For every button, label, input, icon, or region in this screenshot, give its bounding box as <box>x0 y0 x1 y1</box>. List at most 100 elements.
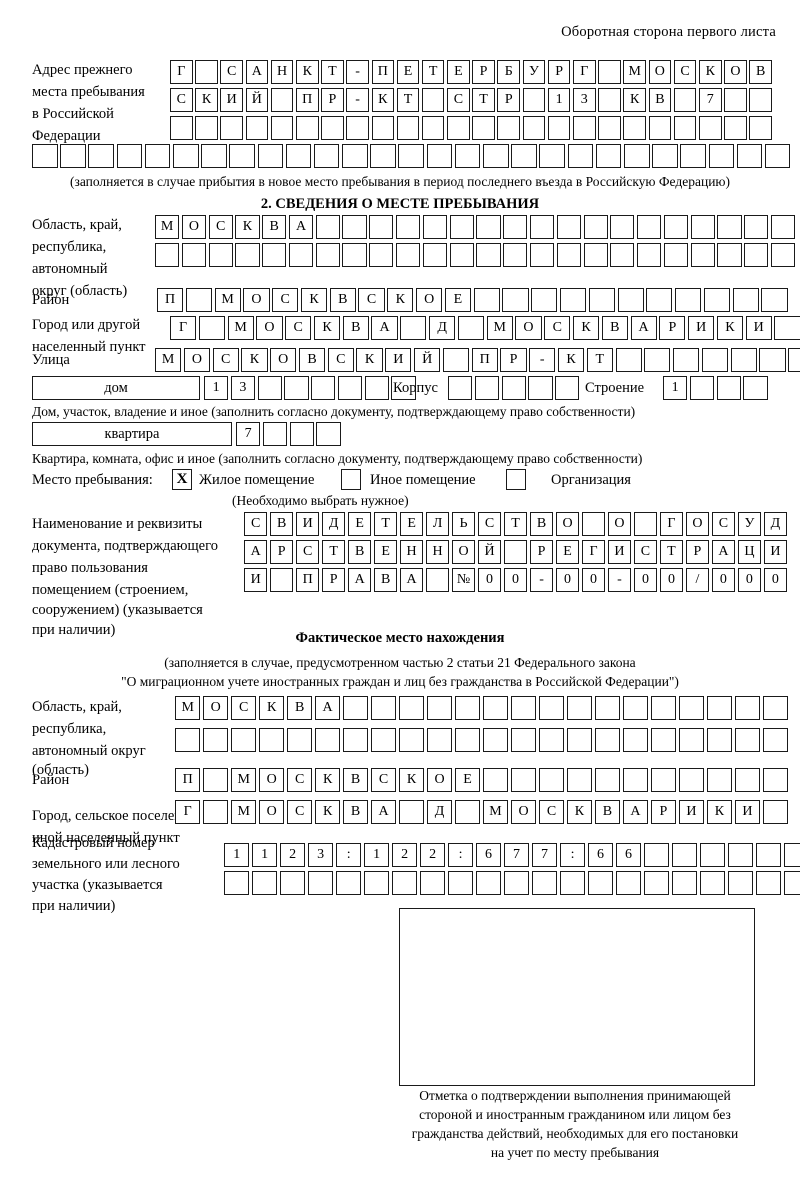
char-cell[interactable]: О <box>724 60 747 84</box>
char-cell[interactable]: В <box>298 348 326 372</box>
char-cell[interactable] <box>539 144 565 168</box>
char-cell[interactable] <box>482 696 509 720</box>
char-cell[interactable] <box>538 728 565 752</box>
char-cell[interactable] <box>510 696 537 720</box>
char-cell[interactable] <box>701 348 729 372</box>
char-cell[interactable] <box>426 696 453 720</box>
place-type-other-checkbox[interactable] <box>341 469 361 490</box>
char-cell[interactable] <box>476 243 501 267</box>
char-cell[interactable] <box>497 116 521 140</box>
char-cell[interactable] <box>556 215 581 239</box>
char-cell[interactable] <box>422 243 447 267</box>
char-cell[interactable]: Т <box>586 348 613 372</box>
char-cell[interactable]: Л <box>425 512 450 536</box>
char-cell[interactable] <box>529 215 555 239</box>
char-cell[interactable]: Й <box>245 88 269 112</box>
char-cell[interactable] <box>673 348 700 372</box>
char-cell[interactable] <box>743 376 768 400</box>
char-cell[interactable] <box>337 376 363 400</box>
char-cell[interactable] <box>335 871 362 895</box>
char-cell[interactable] <box>717 215 742 239</box>
char-cell[interactable]: С <box>170 88 193 112</box>
char-cell[interactable] <box>716 376 741 400</box>
char-cell[interactable]: А <box>245 60 269 84</box>
char-cell[interactable] <box>633 512 658 536</box>
char-cell[interactable]: О <box>258 800 285 824</box>
char-cell[interactable]: Г <box>170 316 197 340</box>
char-cell[interactable] <box>529 243 555 267</box>
char-cell[interactable]: Г <box>659 512 684 536</box>
char-cell[interactable] <box>422 215 447 239</box>
char-cell[interactable] <box>727 871 754 895</box>
char-cell[interactable]: М <box>214 288 241 312</box>
char-cell[interactable] <box>783 871 800 895</box>
char-cell[interactable] <box>650 768 677 792</box>
char-cell[interactable]: А <box>244 540 268 564</box>
char-cell[interactable] <box>588 288 615 312</box>
char-cell[interactable] <box>678 768 705 792</box>
char-cell[interactable]: Й <box>414 348 441 372</box>
char-cell[interactable] <box>482 728 509 752</box>
char-cell[interactable]: В <box>529 512 554 536</box>
char-cell[interactable] <box>195 116 218 140</box>
char-cell[interactable] <box>503 871 530 895</box>
char-cell[interactable]: Ц <box>737 540 762 564</box>
char-cell[interactable]: И <box>734 800 761 824</box>
al-region-grid-row-2[interactable] <box>175 728 789 752</box>
char-cell[interactable] <box>708 144 735 168</box>
char-cell[interactable]: № <box>451 568 476 592</box>
char-cell[interactable]: П <box>295 88 319 112</box>
char-cell[interactable] <box>749 116 772 140</box>
char-cell[interactable] <box>155 243 180 267</box>
char-cell[interactable]: П <box>371 60 395 84</box>
char-cell[interactable]: Т <box>472 88 495 112</box>
char-cell[interactable] <box>555 376 580 400</box>
char-cell[interactable]: О <box>181 215 206 239</box>
char-cell[interactable]: В <box>347 540 372 564</box>
char-cell[interactable] <box>314 728 341 752</box>
prev-address-grid-row-4[interactable] <box>32 144 791 168</box>
char-cell[interactable] <box>734 696 761 720</box>
char-cell[interactable]: : <box>335 843 362 867</box>
char-cell[interactable] <box>637 243 662 267</box>
char-cell[interactable] <box>617 288 644 312</box>
char-cell[interactable] <box>774 316 800 340</box>
char-cell[interactable] <box>457 316 484 340</box>
char-cell[interactable]: М <box>486 316 513 340</box>
char-cell[interactable]: В <box>329 288 356 312</box>
char-cell[interactable] <box>762 696 789 720</box>
char-cell[interactable] <box>511 144 537 168</box>
char-cell[interactable] <box>316 422 341 446</box>
char-cell[interactable] <box>88 144 114 168</box>
char-cell[interactable]: К <box>300 288 328 312</box>
char-cell[interactable] <box>371 116 395 140</box>
char-cell[interactable] <box>788 348 800 372</box>
char-cell[interactable]: Д <box>426 800 453 824</box>
char-cell[interactable] <box>426 728 453 752</box>
char-cell[interactable]: М <box>482 800 509 824</box>
char-cell[interactable]: Т <box>396 88 420 112</box>
char-cell[interactable]: Р <box>685 540 710 564</box>
place-type-residential-checkbox[interactable]: X <box>172 469 192 490</box>
char-cell[interactable] <box>370 696 397 720</box>
char-cell[interactable]: К <box>387 288 414 312</box>
char-cell[interactable]: 7 <box>698 88 722 112</box>
char-cell[interactable]: М <box>227 316 254 340</box>
char-cell[interactable] <box>699 843 726 867</box>
char-cell[interactable]: О <box>426 768 453 792</box>
char-cell[interactable]: О <box>515 316 542 340</box>
char-cell[interactable] <box>396 116 420 140</box>
char-cell[interactable]: 3 <box>230 376 255 400</box>
char-cell[interactable] <box>342 144 368 168</box>
char-cell[interactable] <box>198 316 225 340</box>
char-cell[interactable]: С <box>295 540 320 564</box>
char-cell[interactable]: Р <box>500 348 527 372</box>
char-cell[interactable] <box>279 871 306 895</box>
char-cell[interactable] <box>637 215 662 239</box>
char-cell[interactable] <box>286 728 313 752</box>
char-cell[interactable]: 0 <box>581 568 606 592</box>
char-cell[interactable] <box>369 215 394 239</box>
